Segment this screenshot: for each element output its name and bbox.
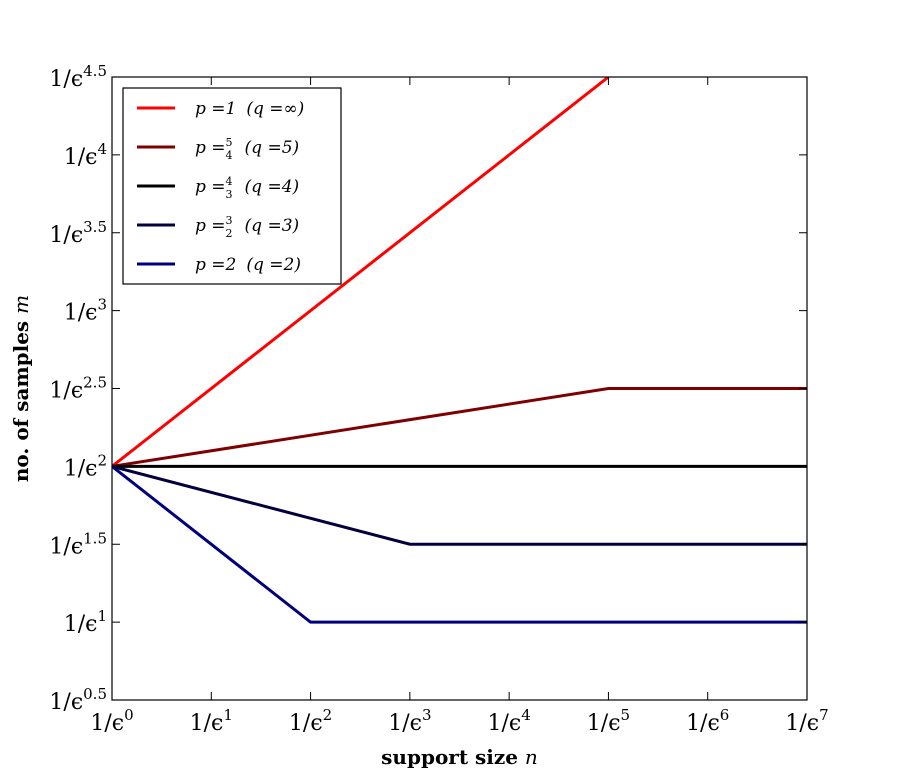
- y-tick-label-1: 1/ϵ1: [64, 607, 107, 637]
- series-layer: [112, 77, 807, 624]
- legend: p =1 (q =∞) p =5 4 (q =5) p =4 3 (q =4) p =3 2 (q …: [122, 87, 342, 285]
- y-axis-label: no. of samples m: [9, 295, 33, 482]
- x-tick-label-6: 1/ϵ6: [686, 706, 729, 736]
- legend-label-4: p =2 (q =2): [195, 255, 301, 275]
- series-line-0: [112, 77, 610, 468]
- legend-label-2: p =4 3 (q =4): [195, 175, 299, 201]
- ticks-layer: [111, 76, 808, 701]
- x-tick-label-0: 1/ϵ0: [90, 706, 133, 736]
- y-tick-label-2: 1/ϵ1.5: [49, 529, 107, 559]
- x-tick-label-7: 1/ϵ7: [785, 706, 828, 736]
- x-tick-label-1: 1/ϵ1: [190, 706, 233, 736]
- y-tick-label-8: 1/ϵ4.5: [49, 62, 107, 92]
- x-tick-label-3: 1/ϵ3: [388, 706, 431, 736]
- x-axis-label: support size n: [381, 745, 538, 769]
- series-line-1: [112, 387, 807, 468]
- series-line-3: [112, 464, 807, 546]
- x-tick-label-5: 1/ϵ5: [587, 706, 630, 736]
- y-tick-label-4: 1/ϵ2.5: [49, 374, 107, 404]
- y-tick-label-7: 1/ϵ4: [64, 140, 107, 170]
- y-tick-label-3: 1/ϵ2: [64, 451, 107, 481]
- y-tick-label-0: 1/ϵ0.5: [49, 685, 107, 715]
- y-tick-labels: 1/ϵ0.5 1/ϵ1 1/ϵ1.5 1/ϵ2 1/ϵ2.5 1/ϵ3 1/ϵ3.5 1/ϵ4…: [49, 62, 107, 715]
- legend-label-3: p =3 2 (q =3): [195, 214, 299, 240]
- x-tick-labels: 1/ϵ0 1/ϵ1 1/ϵ2 1/ϵ3 1/ϵ4 1/ϵ5 1/ϵ6 1/ϵ7: [90, 706, 828, 736]
- x-tick-label-2: 1/ϵ2: [289, 706, 332, 736]
- series-line-4: [112, 465, 807, 624]
- legend-label-1: p =5 4 (q =5): [195, 136, 299, 162]
- x-tick-label-4: 1/ϵ4: [488, 706, 531, 736]
- legend-label-0: p =1 (q =∞): [195, 99, 304, 119]
- y-tick-label-6: 1/ϵ3.5: [49, 218, 107, 248]
- y-tick-label-5: 1/ϵ3: [64, 296, 107, 326]
